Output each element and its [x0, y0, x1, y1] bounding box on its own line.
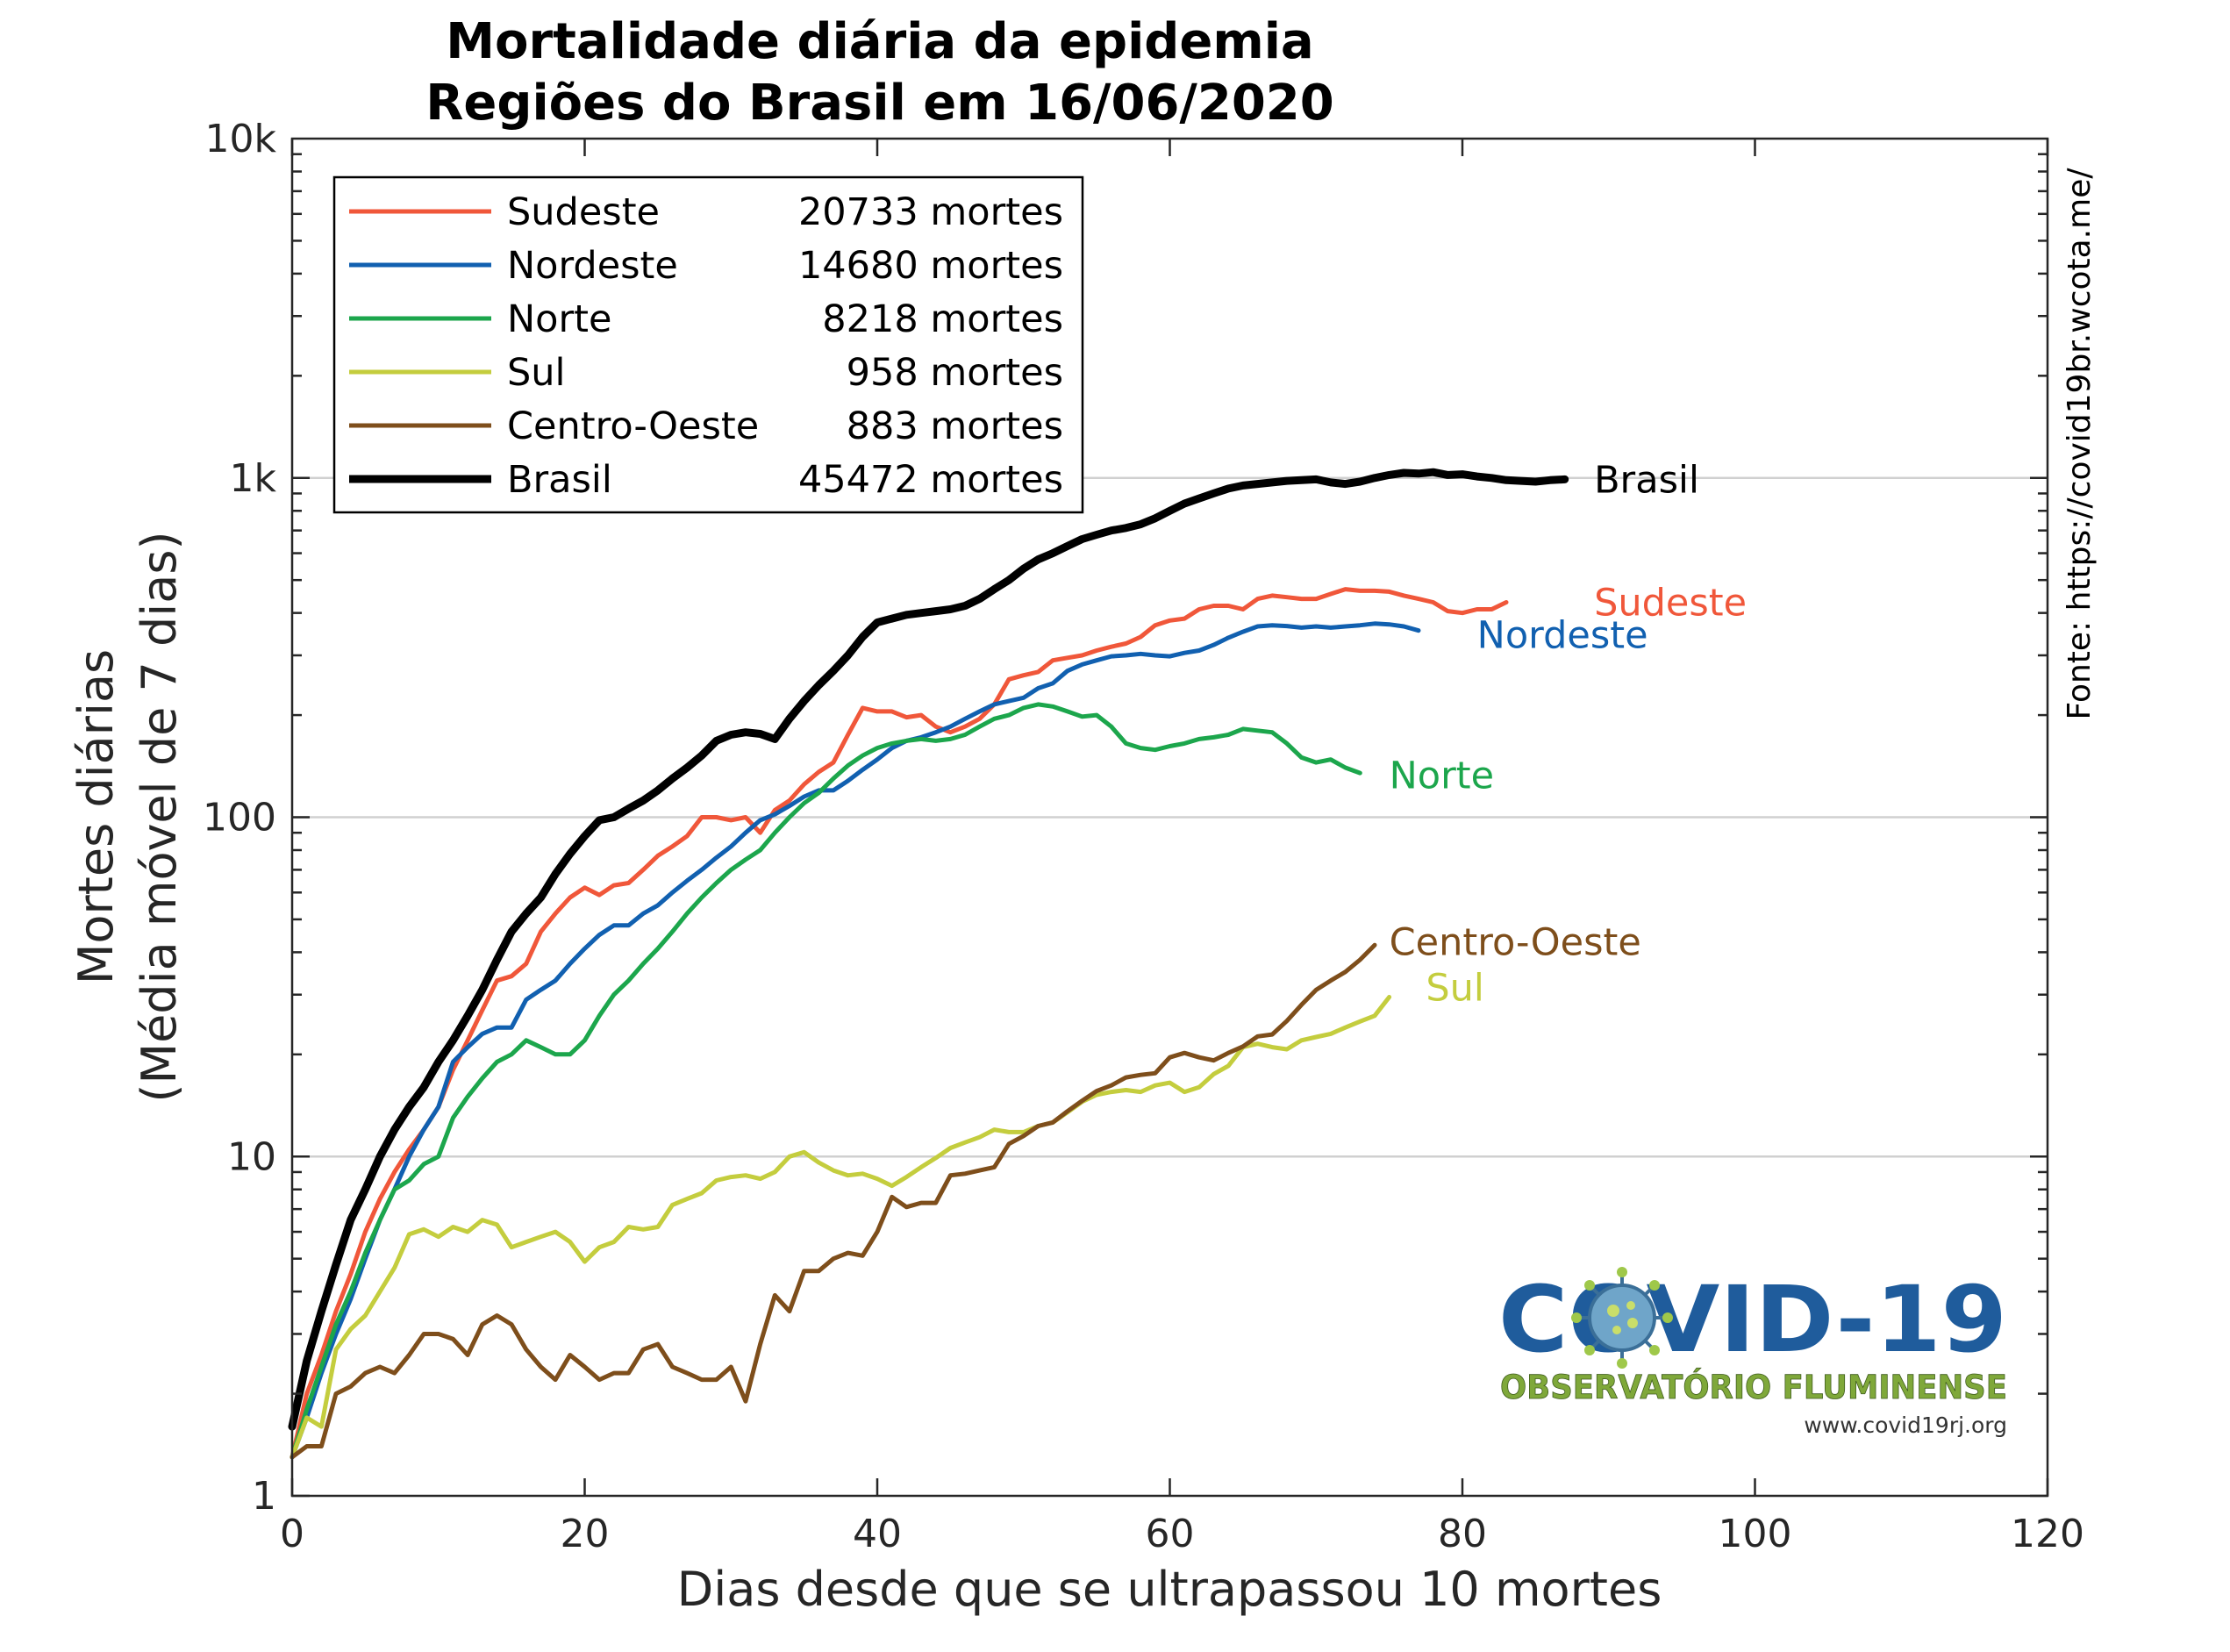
- virus-icon: [1571, 1267, 1673, 1369]
- series-end-label-sul: Sul: [1426, 967, 1484, 1011]
- y-tick-label: 10k: [205, 117, 277, 161]
- x-tick-label: 60: [1146, 1512, 1195, 1556]
- legend-total: 958 mortes: [847, 351, 1063, 395]
- legend-label: Nordeste: [507, 244, 678, 288]
- x-tick-label: 0: [280, 1512, 304, 1556]
- legend-label: Sudeste: [507, 190, 660, 234]
- series-line-norte: [289, 702, 1362, 1460]
- legend-label: Brasil: [507, 458, 612, 502]
- x-tick-label: 40: [853, 1512, 902, 1556]
- series-end-label-brasil: Brasil: [1594, 458, 1699, 502]
- x-tick-label: 120: [2011, 1512, 2084, 1556]
- series-line-centro-oeste: [289, 942, 1377, 1460]
- y-axis-label-line-2: (Média móvel de 7 dias): [132, 531, 187, 1102]
- chart-title-line-1: Mortalidade diária da epidemia: [446, 13, 1313, 70]
- legend-total: 20733 mortes: [798, 190, 1063, 234]
- legend-label: Sul: [507, 351, 566, 395]
- logo-url: www.covid19rj.org: [1804, 1412, 2007, 1438]
- y-tick-label: 100: [203, 796, 276, 840]
- legend-total: 883 mortes: [847, 404, 1063, 448]
- y-tick-label: 1k: [230, 456, 277, 501]
- y-tick-label: 10: [227, 1134, 276, 1179]
- series-end-label-nordeste: Nordeste: [1477, 613, 1648, 657]
- legend-total: 8218 mortes: [822, 297, 1063, 341]
- source-note: Fonte: https://covid19br.wcota.me/: [2062, 168, 2098, 720]
- legend-total: 14680 mortes: [798, 244, 1063, 288]
- x-tick-label: 100: [1719, 1512, 1792, 1556]
- logo-subtitle: OBSERVATÓRIO FLUMINENSE: [1500, 1368, 2007, 1406]
- y-axis-label-line-1: Mortes diárias: [68, 649, 124, 984]
- y-tick-label: 1: [252, 1474, 276, 1519]
- legend-label: Centro-Oeste: [507, 404, 759, 448]
- legend-entries: Sudeste 20733 mortes Nordeste 14680 mortes N…: [349, 190, 1063, 502]
- legend-label: Norte: [507, 297, 611, 341]
- series-end-label-centro-oeste: Centro-Oeste: [1390, 920, 1641, 964]
- legend-box: [332, 175, 1084, 514]
- series-line-brasil: [288, 468, 1569, 1431]
- covid-logo: COVID-19 OBSERVATÓRIO FLUMINENSE www.cov…: [1498, 1266, 2007, 1438]
- x-axis-label: Dias desde que se ultrapassou 10 mortes: [677, 1562, 1662, 1617]
- chart-title-line-2: Regiões do Brasil em 16/06/2020: [425, 75, 1333, 132]
- series-end-label-sudeste: Sudeste: [1594, 582, 1747, 626]
- series-end-label-norte: Norte: [1390, 754, 1494, 798]
- series-line-nordeste: [289, 621, 1421, 1460]
- legend: Sudeste 20733 mortes Nordeste 14680 mortes N…: [332, 175, 1084, 514]
- series-line-sul: [289, 995, 1392, 1460]
- x-tick-label: 80: [1438, 1512, 1487, 1556]
- series-line-sudeste: [289, 587, 1509, 1460]
- legend-total: 45472 mortes: [798, 458, 1063, 502]
- x-tick-label: 20: [561, 1512, 610, 1556]
- plot-frame: [290, 137, 2049, 1498]
